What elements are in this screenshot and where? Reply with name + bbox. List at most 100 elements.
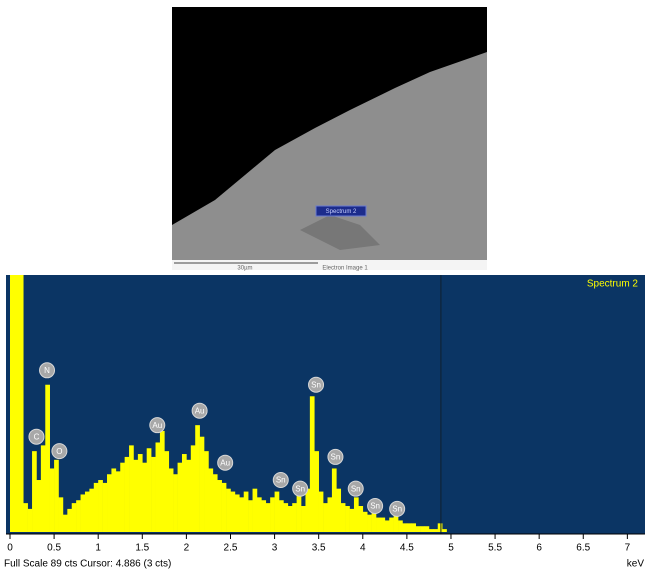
x-tick-label: 6 (536, 543, 542, 554)
spectrum-bar (71, 503, 77, 532)
sample-surface (172, 52, 487, 260)
electron-image: Spectrum 2 30µm Electron Image 1 (172, 7, 487, 272)
spectrum-bar (137, 454, 143, 532)
peak-label: Au (220, 458, 230, 467)
spectrum-bar (93, 482, 99, 532)
spectrum-bar (358, 506, 364, 532)
spectrum-bar (177, 462, 183, 532)
spectrum-bar (32, 451, 37, 532)
spectrum-bar (367, 514, 372, 532)
surface-shade (300, 215, 380, 250)
spectrum-bar (384, 520, 390, 532)
spectrum-bar (393, 514, 399, 532)
spectrum-bar (420, 526, 425, 532)
spectrum-bar (340, 503, 346, 532)
spectrum-bar (67, 508, 73, 532)
spectrum-bar (437, 523, 443, 532)
spectrum-box (315, 205, 367, 217)
spectrum-bar (133, 459, 139, 532)
peak-label: Au (195, 406, 205, 415)
spectrum-bar (18, 275, 24, 532)
spectrum-bar (62, 514, 68, 532)
x-tick-label: 5 (448, 543, 454, 554)
scale-label: 30µm (237, 266, 252, 272)
spectrum-bar (234, 494, 240, 532)
spectrum-bar (199, 436, 205, 532)
spectrum-bar (243, 491, 249, 532)
spectrum-bar (327, 497, 333, 532)
x-tick-label: 3 (272, 543, 278, 554)
spectrum-bar (129, 445, 134, 532)
spectrum-bar (270, 497, 275, 532)
spectrum-bar (296, 494, 302, 532)
spectrum-bar (265, 503, 271, 532)
spectrum-bar (173, 474, 178, 532)
spectrum-bar (287, 506, 293, 532)
peak-marker (347, 480, 364, 497)
x-tick-label: 4.5 (400, 543, 414, 554)
spectrum-bar (181, 454, 187, 532)
peak-marker (308, 376, 325, 393)
spectrum-bar (301, 506, 306, 532)
peak-label: Au (152, 421, 162, 430)
peak-label: N (44, 366, 50, 375)
x-tick-label: 0.5 (47, 543, 61, 554)
spectrum-bar (124, 456, 130, 532)
peak-marker (149, 417, 166, 434)
spectrum-bar (398, 520, 403, 532)
spectrum-bar (389, 517, 394, 532)
spectrum-bar (309, 396, 315, 532)
spectrum-bar (10, 275, 15, 532)
x-tick-label: 2.5 (224, 543, 238, 554)
x-tick-label: 1.5 (135, 543, 149, 554)
spectrum-bar (151, 456, 156, 532)
spectrum-bar (424, 526, 430, 532)
peak-label: Sn (370, 502, 380, 511)
spectrum-bar (190, 445, 196, 532)
peak-marker (292, 480, 309, 497)
spectrum-bar (217, 480, 222, 532)
spectrum-panel: C N O Au Au Au Sn Sn Sn Sn Sn Sn Sn (6, 275, 645, 534)
series-name: Spectrum 2 (587, 279, 639, 290)
peak-label: Sn (295, 484, 305, 493)
spectrum-bar (45, 384, 50, 532)
spectrum-bar (208, 468, 214, 532)
x-axis-label: keV (627, 559, 645, 570)
spectrum-bar (142, 462, 148, 532)
spectrum-bar (349, 508, 355, 532)
peak-label: Sn (331, 453, 341, 462)
peak-marker (191, 402, 208, 419)
spectrum-bar (252, 488, 258, 532)
peak-marker (51, 443, 68, 460)
x-tick-label: 5.5 (488, 543, 502, 554)
peak-label: Sn (276, 476, 286, 485)
spectrum-bar (204, 451, 209, 532)
peak-marker (367, 498, 384, 515)
spectrum-bar (371, 511, 377, 532)
spectrum-bar (362, 511, 368, 532)
spectrum-bar (14, 275, 20, 532)
spectrum-bar (331, 468, 337, 532)
spectrum-box-label: Spectrum 2 (326, 209, 357, 215)
spectrum-bar (406, 523, 412, 532)
spectrum-bar (159, 430, 165, 532)
peak-label: Sn (311, 380, 321, 389)
x-tick-label: 6.5 (576, 543, 590, 554)
spectrum-bar (80, 494, 86, 532)
spectrum-bar (89, 488, 95, 532)
spectrum-bar (76, 500, 81, 532)
spectrum-bar (256, 497, 262, 532)
spectrum-bar (226, 488, 231, 532)
spectrum-bar (212, 474, 218, 532)
spectrum-bar (353, 497, 359, 532)
spectrum-bar (111, 468, 117, 532)
spectrum-bar (58, 497, 64, 532)
spectrum-bar (305, 488, 311, 532)
spectrum-bar (428, 529, 434, 532)
peak-marker (327, 448, 344, 465)
spectrum-bar (442, 529, 447, 532)
spectrum-bar (102, 482, 108, 532)
spectrum-bar (292, 503, 297, 532)
